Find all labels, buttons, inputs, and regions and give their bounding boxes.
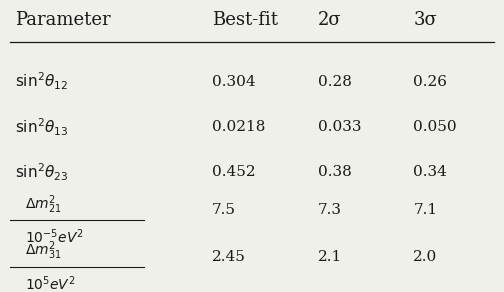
Text: $\Delta m^2_{21}$: $\Delta m^2_{21}$ bbox=[25, 193, 61, 216]
Text: $\Delta m^2_{31}$: $\Delta m^2_{31}$ bbox=[25, 240, 61, 263]
Text: 0.452: 0.452 bbox=[212, 165, 256, 179]
Text: 2.1: 2.1 bbox=[318, 250, 342, 264]
Text: 0.28: 0.28 bbox=[318, 75, 351, 89]
Text: 2σ: 2σ bbox=[318, 11, 341, 29]
Text: 0.033: 0.033 bbox=[318, 120, 361, 134]
Text: 3σ: 3σ bbox=[413, 11, 437, 29]
Text: 2.45: 2.45 bbox=[212, 250, 245, 264]
Text: 0.304: 0.304 bbox=[212, 75, 256, 89]
Text: 7.3: 7.3 bbox=[318, 203, 342, 217]
Text: 0.38: 0.38 bbox=[318, 165, 351, 179]
Text: 7.1: 7.1 bbox=[413, 203, 437, 217]
Text: 0.0218: 0.0218 bbox=[212, 120, 265, 134]
Text: 0.34: 0.34 bbox=[413, 165, 447, 179]
Text: $\mathrm{sin}^2\theta_{13}$: $\mathrm{sin}^2\theta_{13}$ bbox=[15, 116, 69, 138]
Text: $10^{5}eV^2$: $10^{5}eV^2$ bbox=[25, 274, 76, 292]
Text: $\mathrm{sin}^2\theta_{23}$: $\mathrm{sin}^2\theta_{23}$ bbox=[15, 161, 69, 183]
Text: $\mathrm{sin}^2\theta_{12}$: $\mathrm{sin}^2\theta_{12}$ bbox=[15, 71, 68, 93]
Text: 0.050: 0.050 bbox=[413, 120, 457, 134]
Text: 2.0: 2.0 bbox=[413, 250, 437, 264]
Text: 0.26: 0.26 bbox=[413, 75, 447, 89]
Text: Best-fit: Best-fit bbox=[212, 11, 278, 29]
Text: $10^{-5}eV^2$: $10^{-5}eV^2$ bbox=[25, 227, 84, 246]
Text: Parameter: Parameter bbox=[15, 11, 111, 29]
Text: 7.5: 7.5 bbox=[212, 203, 236, 217]
